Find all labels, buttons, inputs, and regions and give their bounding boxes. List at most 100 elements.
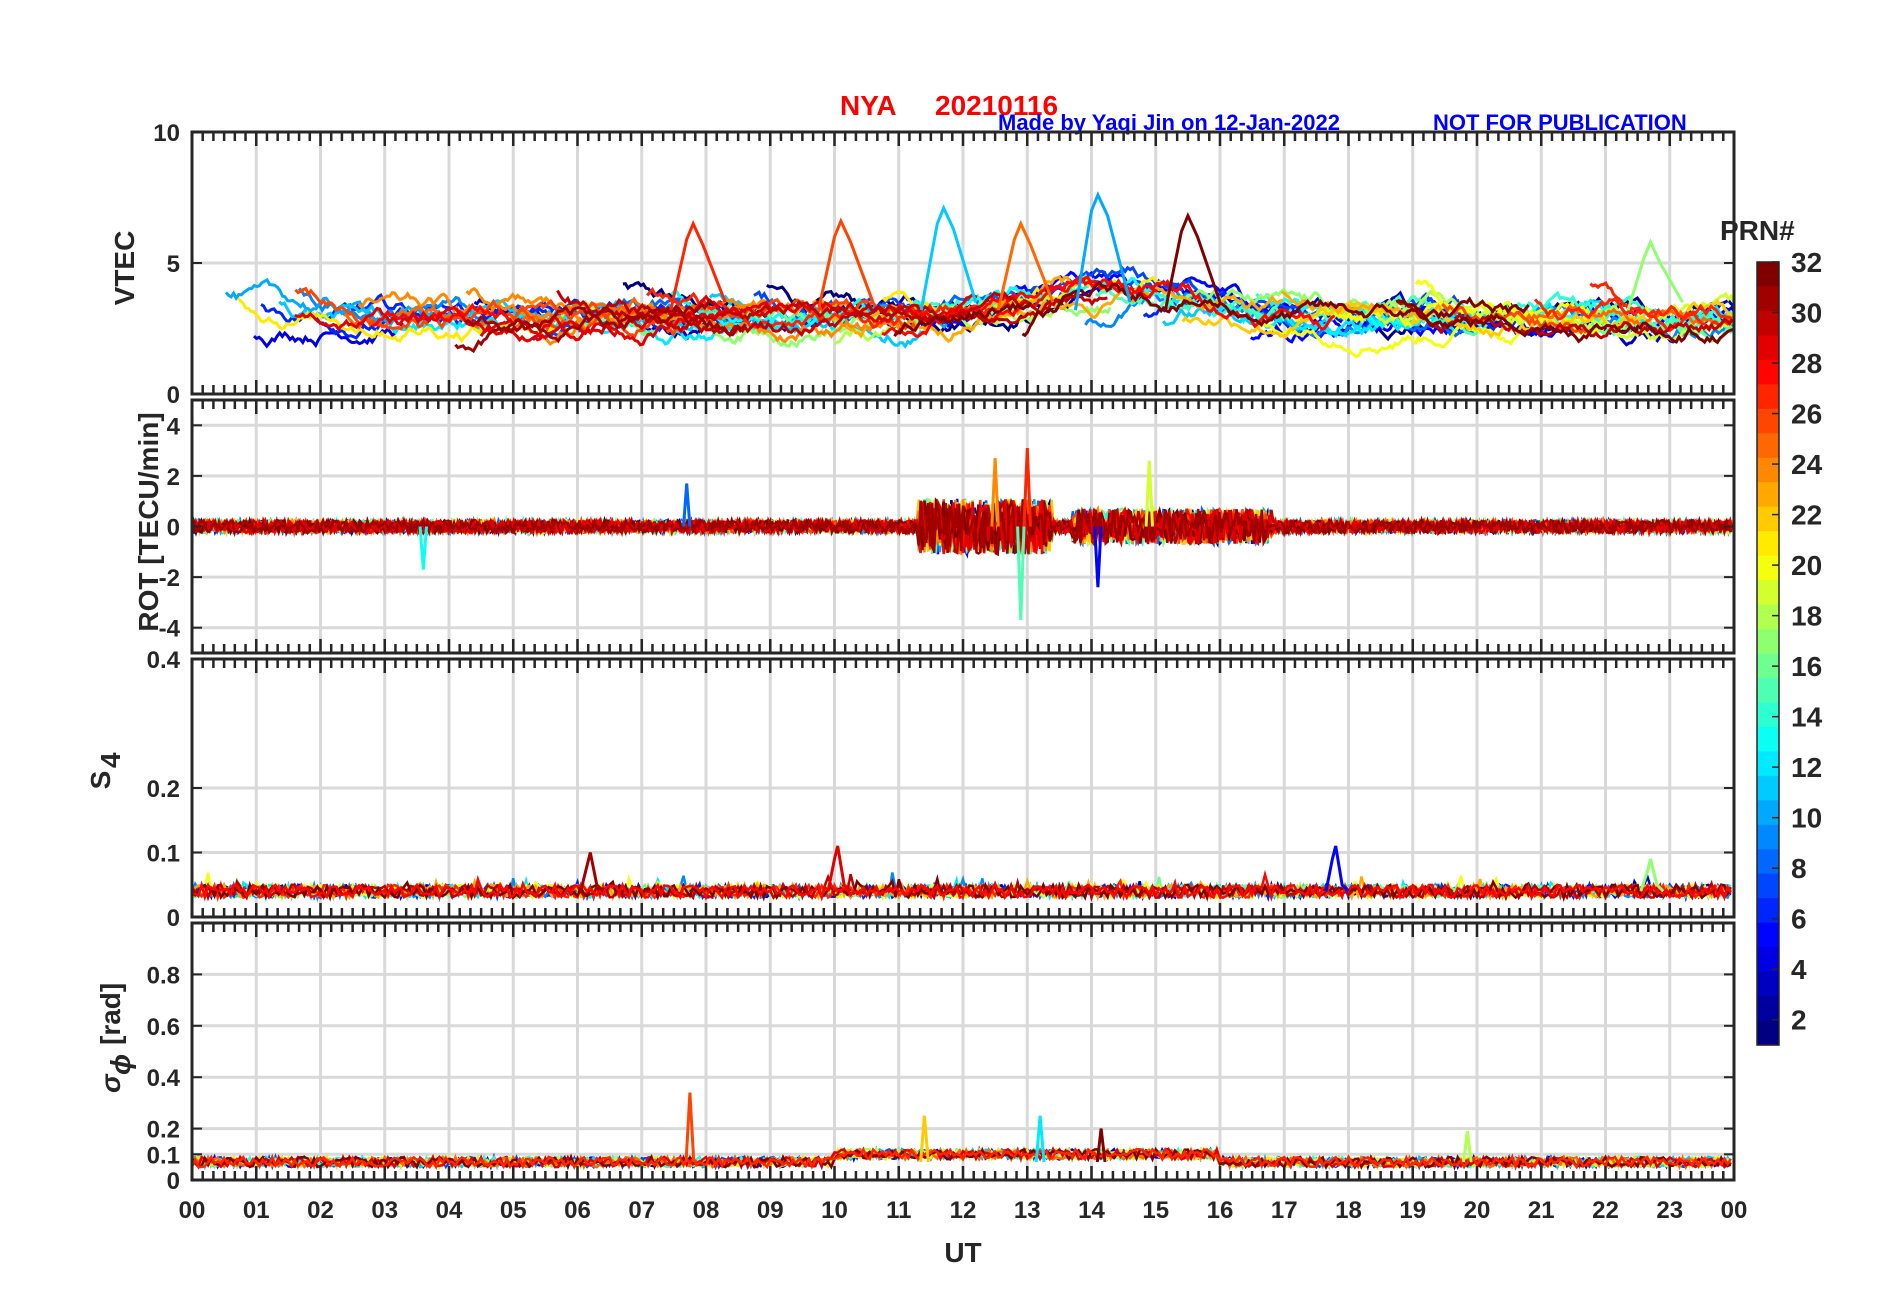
- sigma-phi-spike: [1095, 1128, 1107, 1163]
- vtec-trace: [357, 290, 805, 328]
- rot-panel: -4 -2 0 2 4: [159, 398, 1736, 655]
- rot-ylabel: ROT [TECU/min]: [133, 412, 164, 631]
- colorbar-tick-label: 6: [1791, 904, 1807, 935]
- vtec-trace: [454, 298, 716, 354]
- vtec-trace: [1533, 297, 1734, 329]
- s4-peak-trace: [579, 852, 605, 893]
- colorbar-segment: [1757, 580, 1779, 606]
- vtec-peak-trace: [669, 219, 727, 311]
- x-minor-ticks: [190, 132, 1736, 394]
- vtec-panel: 0 5 10: [153, 120, 1736, 409]
- y-tick-label: 0.1: [147, 841, 180, 868]
- title-date: 20210116: [935, 90, 1058, 121]
- colorbar-segment: [1757, 800, 1779, 826]
- y-tick-label: 0.2: [147, 1117, 180, 1144]
- y-tick-label: 0.2: [147, 776, 180, 803]
- colorbar-segment: [1757, 702, 1779, 728]
- colorbar-tick-label: 2: [1791, 1005, 1807, 1036]
- colorbar-segment: [1757, 555, 1779, 581]
- y-tick-label: 0.1: [147, 1142, 180, 1169]
- x-tick-label: 01: [243, 1197, 270, 1224]
- x-tick-label: 15: [1142, 1197, 1169, 1224]
- colorbar-segment: [1757, 922, 1779, 948]
- colorbar-segment: [1757, 286, 1779, 312]
- vtec-peak-trace: [1163, 212, 1222, 311]
- x-tick-label: 17: [1271, 1197, 1298, 1224]
- x-tick-label: 18: [1335, 1197, 1362, 1224]
- colorbar-segment: [1757, 629, 1779, 655]
- colorbar-segment: [1757, 751, 1779, 777]
- s4-trace: [191, 873, 1732, 903]
- sigma-phi-spike: [684, 1092, 696, 1163]
- colorbar-segment: [1757, 653, 1779, 679]
- x-axis-label: UT: [944, 1237, 981, 1268]
- colorbar-segment: [1757, 359, 1779, 385]
- x-tick-label: 21: [1528, 1197, 1555, 1224]
- colorbar-segment: [1757, 947, 1779, 973]
- sigma-ylabel-unit: [rad]: [95, 983, 126, 1045]
- s4-panel: 0 0.1 0.2 0.4: [147, 647, 1736, 932]
- colorbar-segment: [1757, 824, 1779, 850]
- x-tick-label: 09: [757, 1197, 784, 1224]
- s4-ylabel: S 4: [85, 752, 126, 789]
- s4-peak-trace: [826, 845, 852, 893]
- vtec-trace: [1021, 280, 1530, 338]
- colorbar-segment: [1757, 531, 1779, 557]
- x-tick-label: 11: [886, 1197, 911, 1224]
- sigma-phi-trace: [190, 1146, 1732, 1171]
- colorbar-segment: [1757, 433, 1779, 459]
- sigma-ylabel-sub: ϕ: [105, 1054, 136, 1075]
- colorbar-tick-label: 28: [1791, 348, 1822, 379]
- x-tick-labels: 00 01 02 03 04 05 06 07 08 09 10 11 12 13 14 15 16 17 18 19…: [179, 1197, 1748, 1224]
- y-tick-label: 10: [153, 120, 180, 147]
- x-tick-label: 12: [950, 1197, 977, 1224]
- colorbar-segment: [1757, 849, 1779, 875]
- colorbar-segment: [1757, 873, 1779, 899]
- vtec-trace: [294, 286, 701, 339]
- sigma-phi-spike: [919, 1115, 930, 1163]
- y-tick-label: 5: [167, 251, 180, 278]
- y-tick-label: -2: [159, 565, 180, 592]
- sigma-phi-spike: [1462, 1131, 1473, 1163]
- colorbar-segment: [1757, 310, 1779, 337]
- vtec-peak-trace: [996, 219, 1055, 311]
- y-tick-label: 0: [167, 905, 180, 932]
- colorbar-tick-label: 22: [1791, 500, 1822, 531]
- vtec-peak-trace: [919, 204, 978, 311]
- y-tick-label: 0.4: [147, 1065, 181, 1092]
- vtec-trace: [372, 302, 512, 327]
- y-tick-label: 2: [167, 464, 180, 491]
- colorbar-tick-label: 32: [1791, 247, 1822, 278]
- vtec-trace: [1280, 290, 1445, 322]
- s4-peak-trace: [1639, 858, 1665, 893]
- x-minor-ticks: [190, 923, 1736, 1180]
- x-minor-ticks: [190, 659, 1736, 917]
- y-tick-label: 0: [167, 515, 180, 542]
- colorbar-tick-label: 4: [1791, 954, 1807, 985]
- x-tick-label: 02: [307, 1197, 334, 1224]
- sigma-ylabel: σ ϕ [rad]: [95, 983, 136, 1093]
- sigma-phi-panel: 00.10.2 0.4 0.6 0.8: [147, 921, 1736, 1195]
- vtec-trace: [464, 304, 747, 337]
- colorbar-segment: [1757, 482, 1779, 508]
- vtec-peak-trace: [1073, 191, 1132, 311]
- colorbar-tick-label: 26: [1791, 399, 1822, 430]
- x-tick-label: 00: [1721, 1197, 1748, 1224]
- rot-spike: [1144, 460, 1154, 527]
- x-tick-label: 07: [628, 1197, 655, 1224]
- x-tick-label: 04: [436, 1197, 463, 1224]
- s4-ylabel-main: S: [85, 771, 116, 790]
- x-tick-label: 16: [1207, 1197, 1234, 1224]
- colorbar-title: PRN#: [1720, 215, 1795, 246]
- colorbar-tick-label: 24: [1791, 449, 1823, 480]
- colorbar-tick-label: 10: [1791, 803, 1822, 834]
- rot-spike: [1022, 448, 1032, 527]
- colorbar-tick-label: 14: [1791, 702, 1823, 733]
- x-tick-label: 05: [500, 1197, 527, 1224]
- rot-trace: [192, 497, 1733, 557]
- y-tick-label: 0.4: [147, 647, 181, 674]
- y-tick-label: -4: [159, 616, 181, 643]
- colorbar-segment: [1757, 262, 1779, 288]
- vtec-trace: [1589, 281, 1733, 332]
